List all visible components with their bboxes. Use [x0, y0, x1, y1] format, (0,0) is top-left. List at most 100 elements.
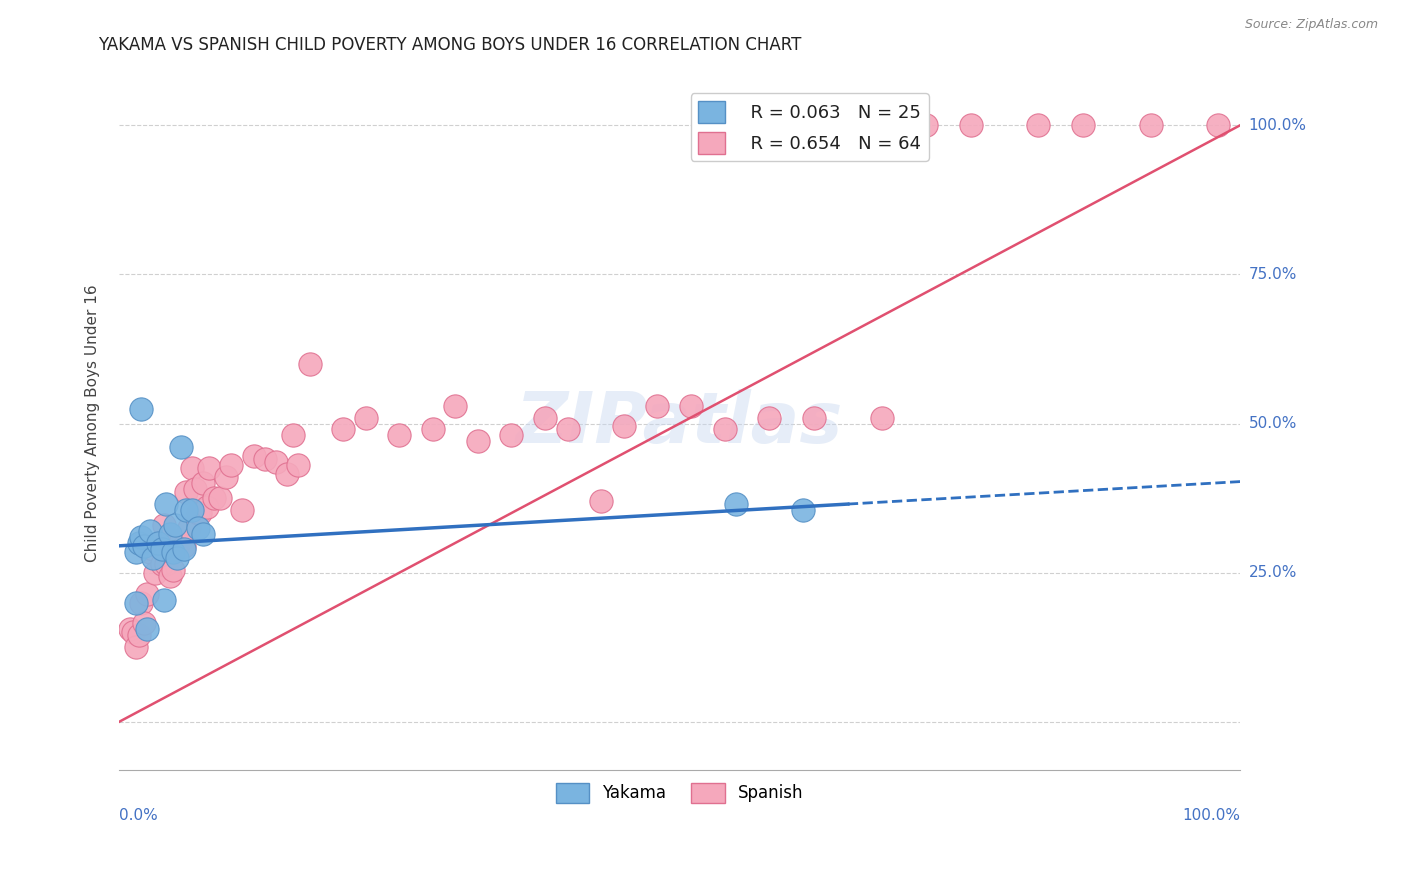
Point	[870, 410, 893, 425]
Point	[132, 539, 155, 553]
Point	[155, 497, 177, 511]
Point	[181, 461, 204, 475]
Text: 0.0%: 0.0%	[120, 808, 157, 823]
Point	[186, 506, 208, 520]
Point	[121, 625, 143, 640]
Point	[298, 357, 321, 371]
Point	[915, 118, 938, 132]
Point	[803, 410, 825, 425]
Point	[184, 482, 207, 496]
Point	[139, 545, 162, 559]
Point	[332, 422, 354, 436]
Y-axis label: Child Poverty Among Boys Under 16: Child Poverty Among Boys Under 16	[86, 285, 100, 562]
Point	[162, 563, 184, 577]
Text: 50.0%: 50.0%	[1249, 416, 1296, 431]
Text: YAKAMA VS SPANISH CHILD POVERTY AMONG BOYS UNDER 16 CORRELATION CHART: YAKAMA VS SPANISH CHILD POVERTY AMONG BO…	[98, 36, 801, 54]
Point	[467, 434, 489, 449]
Point	[231, 503, 253, 517]
Point	[1139, 118, 1161, 132]
Point	[125, 640, 148, 655]
Point	[132, 616, 155, 631]
Point	[148, 539, 170, 553]
Text: 100.0%: 100.0%	[1182, 808, 1240, 823]
Text: 25.0%: 25.0%	[1249, 566, 1296, 580]
Point	[388, 428, 411, 442]
Point	[758, 410, 780, 425]
Point	[136, 623, 159, 637]
Point	[131, 401, 153, 416]
Point	[153, 518, 176, 533]
Point	[188, 506, 211, 520]
Point	[150, 557, 173, 571]
Point	[613, 419, 636, 434]
Point	[1206, 118, 1229, 132]
Point	[281, 428, 304, 442]
Text: Source: ZipAtlas.com: Source: ZipAtlas.com	[1244, 18, 1378, 31]
Point	[173, 539, 195, 553]
Point	[139, 524, 162, 538]
Point	[125, 545, 148, 559]
Point	[155, 557, 177, 571]
Point	[679, 399, 702, 413]
Point	[131, 530, 153, 544]
Point	[1028, 118, 1050, 132]
Point	[176, 503, 198, 517]
Point	[173, 541, 195, 556]
Point	[125, 595, 148, 609]
Point	[176, 485, 198, 500]
Point	[153, 592, 176, 607]
Point	[1073, 118, 1095, 132]
Point	[191, 476, 214, 491]
Text: 100.0%: 100.0%	[1249, 118, 1306, 133]
Point	[131, 595, 153, 609]
Point	[128, 628, 150, 642]
Text: ZIPatlas: ZIPatlas	[516, 389, 844, 458]
Point	[253, 452, 276, 467]
Point	[142, 541, 165, 556]
Point	[444, 399, 467, 413]
Point	[148, 536, 170, 550]
Point	[136, 586, 159, 600]
Point	[170, 441, 193, 455]
Point	[276, 467, 298, 482]
Point	[645, 399, 668, 413]
Point	[166, 550, 188, 565]
Point	[191, 527, 214, 541]
Point	[422, 422, 444, 436]
Point	[159, 568, 181, 582]
Point	[214, 470, 236, 484]
Point	[197, 461, 219, 475]
Point	[186, 521, 208, 535]
Point	[165, 518, 187, 533]
Point	[143, 566, 166, 580]
Point	[242, 450, 264, 464]
Point	[792, 503, 814, 517]
Point	[181, 503, 204, 517]
Point	[534, 410, 557, 425]
Point	[177, 521, 200, 535]
Point	[501, 428, 523, 442]
Point	[557, 422, 579, 436]
Point	[150, 541, 173, 556]
Point	[142, 550, 165, 565]
Point	[170, 533, 193, 547]
Point	[287, 458, 309, 473]
Point	[219, 458, 242, 473]
Text: 75.0%: 75.0%	[1249, 267, 1296, 282]
Point	[165, 541, 187, 556]
Point	[591, 494, 613, 508]
Point	[162, 545, 184, 559]
Point	[724, 497, 747, 511]
Point	[354, 410, 377, 425]
Point	[208, 491, 231, 505]
Point	[960, 118, 983, 132]
Point	[120, 623, 142, 637]
Point	[128, 536, 150, 550]
Point	[166, 539, 188, 553]
Point	[195, 500, 218, 514]
Point	[159, 527, 181, 541]
Point	[713, 422, 735, 436]
Point	[202, 491, 225, 505]
Point	[264, 455, 287, 469]
Legend: Yakama, Spanish: Yakama, Spanish	[550, 776, 810, 810]
